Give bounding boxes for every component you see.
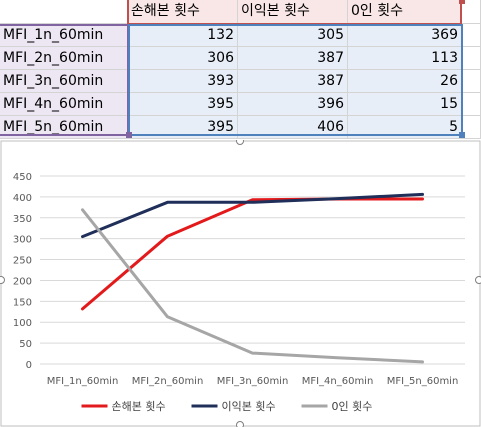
value-cell[interactable]: 26 bbox=[348, 70, 462, 93]
value-cell[interactable]: 393 bbox=[128, 70, 238, 93]
y-tick-label: 0 bbox=[26, 360, 32, 371]
x-tick-label: MFI_1n_60min bbox=[47, 376, 119, 387]
chart-resize-handle[interactable] bbox=[0, 276, 5, 284]
y-tick-label: 200 bbox=[13, 276, 32, 287]
x-tick-label: MFI_4n_60min bbox=[302, 376, 374, 387]
value-cell[interactable]: 305 bbox=[238, 24, 348, 47]
value-cell[interactable]: 306 bbox=[128, 47, 238, 70]
series-line[interactable] bbox=[81, 192, 424, 239]
legend-label: 0인 횟수 bbox=[332, 400, 373, 413]
value-cell[interactable]: 406 bbox=[238, 116, 348, 139]
x-tick-label: MFI_3n_60min bbox=[217, 376, 289, 387]
row-label-cell[interactable]: MFI_3n_60min bbox=[0, 70, 128, 93]
y-tick-label: 100 bbox=[13, 318, 32, 329]
value-cell[interactable]: 5 bbox=[348, 116, 462, 139]
y-tick-label: 250 bbox=[13, 256, 32, 267]
spreadsheet-grid: 손해본 횟수 이익본 횟수 0인 횟수 MFI_1n_60min 132 305… bbox=[0, 0, 481, 140]
y-tick-label: 300 bbox=[13, 235, 32, 246]
row-label-cell[interactable]: MFI_2n_60min bbox=[0, 47, 128, 70]
series-line[interactable] bbox=[81, 208, 424, 364]
empty-cell[interactable] bbox=[462, 70, 481, 93]
chart-border bbox=[0, 140, 481, 427]
row-label-cell[interactable]: MFI_4n_60min bbox=[0, 93, 128, 116]
value-cell[interactable]: 396 bbox=[238, 93, 348, 116]
chart-resize-handle[interactable] bbox=[236, 140, 244, 145]
value-cell[interactable]: 15 bbox=[348, 93, 462, 116]
empty-cell[interactable] bbox=[462, 47, 481, 70]
header-cell-profit[interactable]: 이익본 횟수 bbox=[238, 0, 348, 24]
chart-resize-handle[interactable] bbox=[475, 276, 481, 284]
legend-label: 이익본 횟수 bbox=[222, 400, 276, 413]
empty-cell[interactable] bbox=[462, 93, 481, 116]
range-resize-handle[interactable] bbox=[459, 0, 465, 4]
row-label-cell[interactable]: MFI_5n_60min bbox=[0, 116, 128, 139]
y-tick-label: 350 bbox=[13, 214, 32, 225]
value-cell[interactable]: 132 bbox=[128, 24, 238, 47]
header-cell-zero[interactable]: 0인 횟수 bbox=[348, 0, 462, 24]
value-cell[interactable]: 395 bbox=[128, 116, 238, 139]
value-cell[interactable]: 387 bbox=[238, 47, 348, 70]
corner-cell[interactable] bbox=[0, 0, 128, 24]
value-cell[interactable]: 387 bbox=[238, 70, 348, 93]
value-cell[interactable]: 369 bbox=[348, 24, 462, 47]
y-tick-label: 450 bbox=[13, 172, 32, 183]
header-cell-loss[interactable]: 손해본 횟수 bbox=[128, 0, 238, 24]
y-tick-label: 150 bbox=[13, 297, 32, 308]
value-cell[interactable]: 113 bbox=[348, 47, 462, 70]
series-line[interactable] bbox=[81, 197, 424, 311]
range-resize-handle[interactable] bbox=[459, 132, 465, 138]
x-tick-label: MFI_2n_60min bbox=[132, 376, 204, 387]
y-tick-label: 50 bbox=[19, 339, 32, 350]
row-label-cell[interactable]: MFI_1n_60min bbox=[0, 24, 128, 47]
chart-object[interactable]: 0 50 100 150 200 250 300 350 400 450 MFI_1n_60min… bbox=[0, 140, 481, 427]
legend-label: 손해본 횟수 bbox=[112, 399, 166, 413]
chart-resize-handle[interactable] bbox=[236, 421, 244, 427]
y-tick-label: 400 bbox=[13, 193, 32, 204]
value-cell[interactable]: 395 bbox=[128, 93, 238, 116]
empty-cell[interactable] bbox=[462, 24, 481, 47]
range-resize-handle[interactable] bbox=[126, 132, 132, 138]
x-tick-label: MFI_5n_60min bbox=[387, 376, 459, 387]
line-chart: 0 50 100 150 200 250 300 350 400 450 MFI_1n_60min… bbox=[0, 140, 481, 427]
